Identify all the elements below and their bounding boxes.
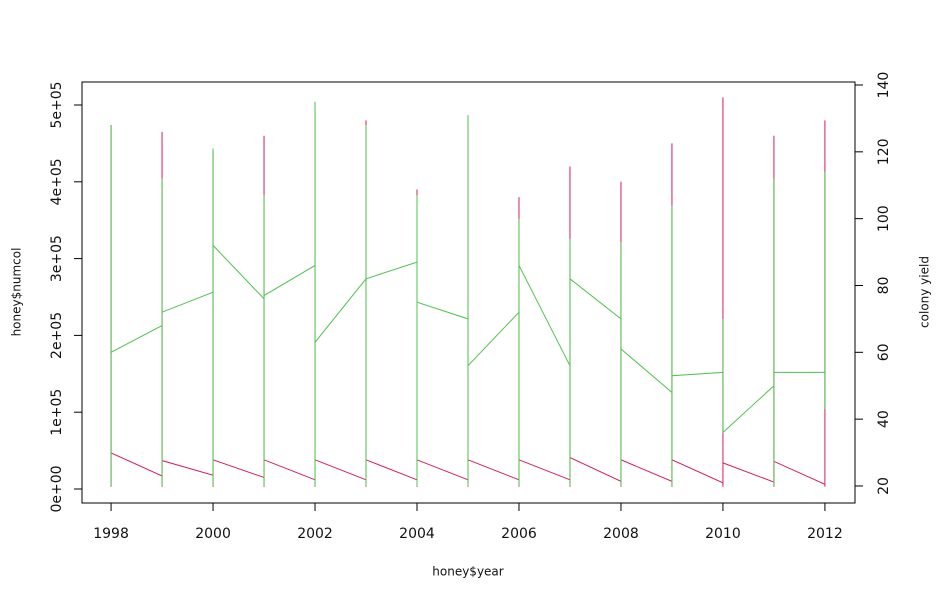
y2-axis-label: colony yield bbox=[918, 256, 932, 328]
y-tick-label: 1e+05 bbox=[49, 389, 65, 436]
x-tick-label: 2002 bbox=[297, 526, 333, 542]
x-tick-label: 2000 bbox=[195, 526, 231, 542]
x-tick-label: 2006 bbox=[501, 526, 537, 542]
data-line bbox=[110, 101, 826, 486]
y-tick-label: 4e+05 bbox=[49, 158, 65, 205]
y-tick-label: 0e+00 bbox=[49, 465, 65, 512]
y-axis-label: honey$numcol bbox=[10, 248, 24, 337]
y2-tick-label: 100 bbox=[876, 205, 892, 232]
x-tick-label: 2012 bbox=[807, 526, 843, 542]
x-tick-label: 2010 bbox=[705, 526, 741, 542]
y-tick-label: 2e+05 bbox=[49, 312, 65, 359]
y2-tick-label: 40 bbox=[876, 410, 892, 428]
y2-tick-label: 140 bbox=[876, 72, 892, 99]
y-tick-label: 3e+05 bbox=[49, 235, 65, 282]
y2-tick-label: 60 bbox=[876, 343, 892, 361]
x-tick-label: 1998 bbox=[93, 526, 129, 542]
plot-frame bbox=[81, 81, 856, 504]
x-tick-label: 2008 bbox=[603, 526, 639, 542]
x-axis-label: honey$year bbox=[432, 565, 504, 579]
y2-tick-label: 20 bbox=[876, 477, 892, 495]
y2-tick-label: 120 bbox=[876, 138, 892, 165]
y-tick-label: 5e+05 bbox=[49, 81, 65, 128]
x-tick-label: 2004 bbox=[399, 526, 435, 542]
y2-tick-label: 80 bbox=[876, 277, 892, 295]
